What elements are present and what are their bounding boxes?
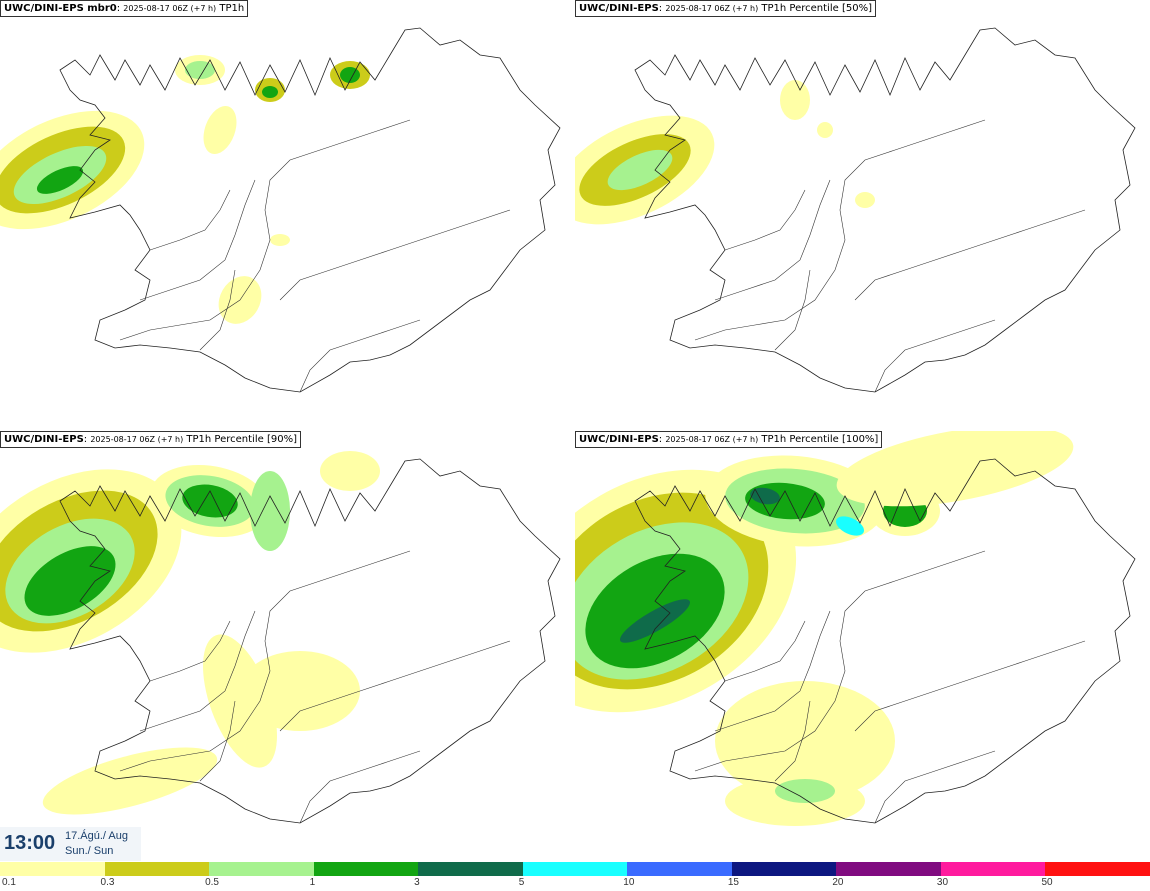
precip-map xyxy=(0,451,561,824)
precip-area xyxy=(607,149,673,191)
legend-swatch xyxy=(209,862,314,876)
road xyxy=(149,189,231,251)
legend-swatch xyxy=(627,862,732,876)
legend-swatch xyxy=(522,862,628,876)
road xyxy=(774,269,811,351)
legend-tick-label: 30 xyxy=(936,877,949,888)
precip-area xyxy=(855,192,875,208)
precip-map xyxy=(575,431,1136,826)
road xyxy=(724,620,806,682)
color-legend xyxy=(0,862,1150,876)
legend-tick-label: 5 xyxy=(518,877,525,888)
road xyxy=(299,750,421,824)
precip-area xyxy=(715,681,895,801)
legend-swatch xyxy=(0,862,105,876)
road xyxy=(139,610,256,732)
road xyxy=(874,319,996,393)
legend-tick-label: 1 xyxy=(309,877,316,888)
road xyxy=(854,209,1086,301)
road xyxy=(139,179,256,301)
legend-tick-label: 10 xyxy=(623,877,635,888)
road xyxy=(119,550,411,772)
legend-tick-label: 15 xyxy=(727,877,739,888)
road xyxy=(199,700,236,782)
road xyxy=(279,640,511,732)
precip-map xyxy=(0,27,561,393)
precip-area xyxy=(620,599,690,643)
precip-area xyxy=(203,634,277,768)
coastline xyxy=(59,458,561,824)
precip-area xyxy=(835,516,865,536)
road xyxy=(854,640,1086,732)
road xyxy=(119,119,411,341)
valid-time-box: 13:00 17.Ágú./ Aug Sun./ Sun xyxy=(0,827,141,861)
legend-swatch xyxy=(313,862,419,876)
map-panel-p50: UWC/DINI-EPS: 2025-08-17 06Z (+7 h) TP1h… xyxy=(575,0,1150,430)
road xyxy=(149,620,231,682)
panel-title: UWC/DINI-EPS: 2025-08-17 06Z (+7 h) TP1h… xyxy=(575,431,883,448)
coastline xyxy=(59,27,561,393)
panel-title: UWC/DINI-EPS: 2025-08-17 06Z (+7 h) TP1h… xyxy=(0,431,301,448)
legend-swatch xyxy=(1045,862,1150,876)
precip-area xyxy=(203,105,237,155)
precip-area xyxy=(182,484,238,518)
precip-area xyxy=(320,451,380,491)
road xyxy=(714,610,831,732)
legend-swatch xyxy=(418,862,523,876)
panel-title: UWC/DINI-EPS mbr0: 2025-08-17 06Z (+7 h)… xyxy=(0,0,249,17)
precip-area xyxy=(836,431,1074,507)
legend-swatch xyxy=(731,862,837,876)
precip-area xyxy=(250,471,290,551)
precip-area xyxy=(775,779,835,803)
legend-tick-label: 20 xyxy=(832,877,844,888)
road xyxy=(694,550,986,772)
legend-tick-label: 0.3 xyxy=(100,877,115,888)
legend-tick-label: 3 xyxy=(414,877,420,888)
road xyxy=(714,179,831,301)
valid-time: 13:00 xyxy=(4,832,56,854)
map-panel-p100: UWC/DINI-EPS: 2025-08-17 06Z (+7 h) TP1h… xyxy=(575,431,1150,861)
precip-map xyxy=(575,27,1136,393)
map-panel-p90: UWC/DINI-EPS: 2025-08-17 06Z (+7 h) TP1h… xyxy=(0,431,575,861)
legend-swatch xyxy=(940,862,1046,876)
legend-ticks: 0.1 0.3 0.5 1 3 5 10 15 20 30 50 xyxy=(0,877,1150,891)
map-panel-mbr0: UWC/DINI-EPS mbr0: 2025-08-17 06Z (+7 h)… xyxy=(0,0,575,430)
road xyxy=(774,700,811,782)
precip-area xyxy=(185,61,215,79)
road xyxy=(299,319,421,393)
precip-area xyxy=(42,747,218,815)
road xyxy=(279,209,511,301)
precip-area xyxy=(240,651,360,731)
road xyxy=(199,269,236,351)
legend-swatch xyxy=(836,862,941,876)
panel-title: UWC/DINI-EPS: 2025-08-17 06Z (+7 h) TP1h… xyxy=(575,0,876,17)
precip-area xyxy=(262,86,278,98)
precip-area xyxy=(24,546,116,616)
road xyxy=(694,119,986,341)
precip-area xyxy=(36,166,84,194)
precip-area xyxy=(780,80,810,120)
coastline xyxy=(634,458,1136,824)
legend-tick-label: 50 xyxy=(1041,877,1053,888)
road xyxy=(724,189,806,251)
precip-area xyxy=(817,122,833,138)
precip-area xyxy=(750,487,780,505)
legend-swatch xyxy=(104,862,210,876)
road xyxy=(874,750,996,824)
valid-day: Sun./ Sun xyxy=(65,845,114,857)
coastline xyxy=(634,27,1136,393)
precip-area xyxy=(270,234,290,246)
legend-tick-label: 0.1 xyxy=(2,877,16,888)
legend-tick-label: 0.5 xyxy=(205,877,219,888)
valid-date: 17.Ágú./ Aug xyxy=(65,830,128,842)
